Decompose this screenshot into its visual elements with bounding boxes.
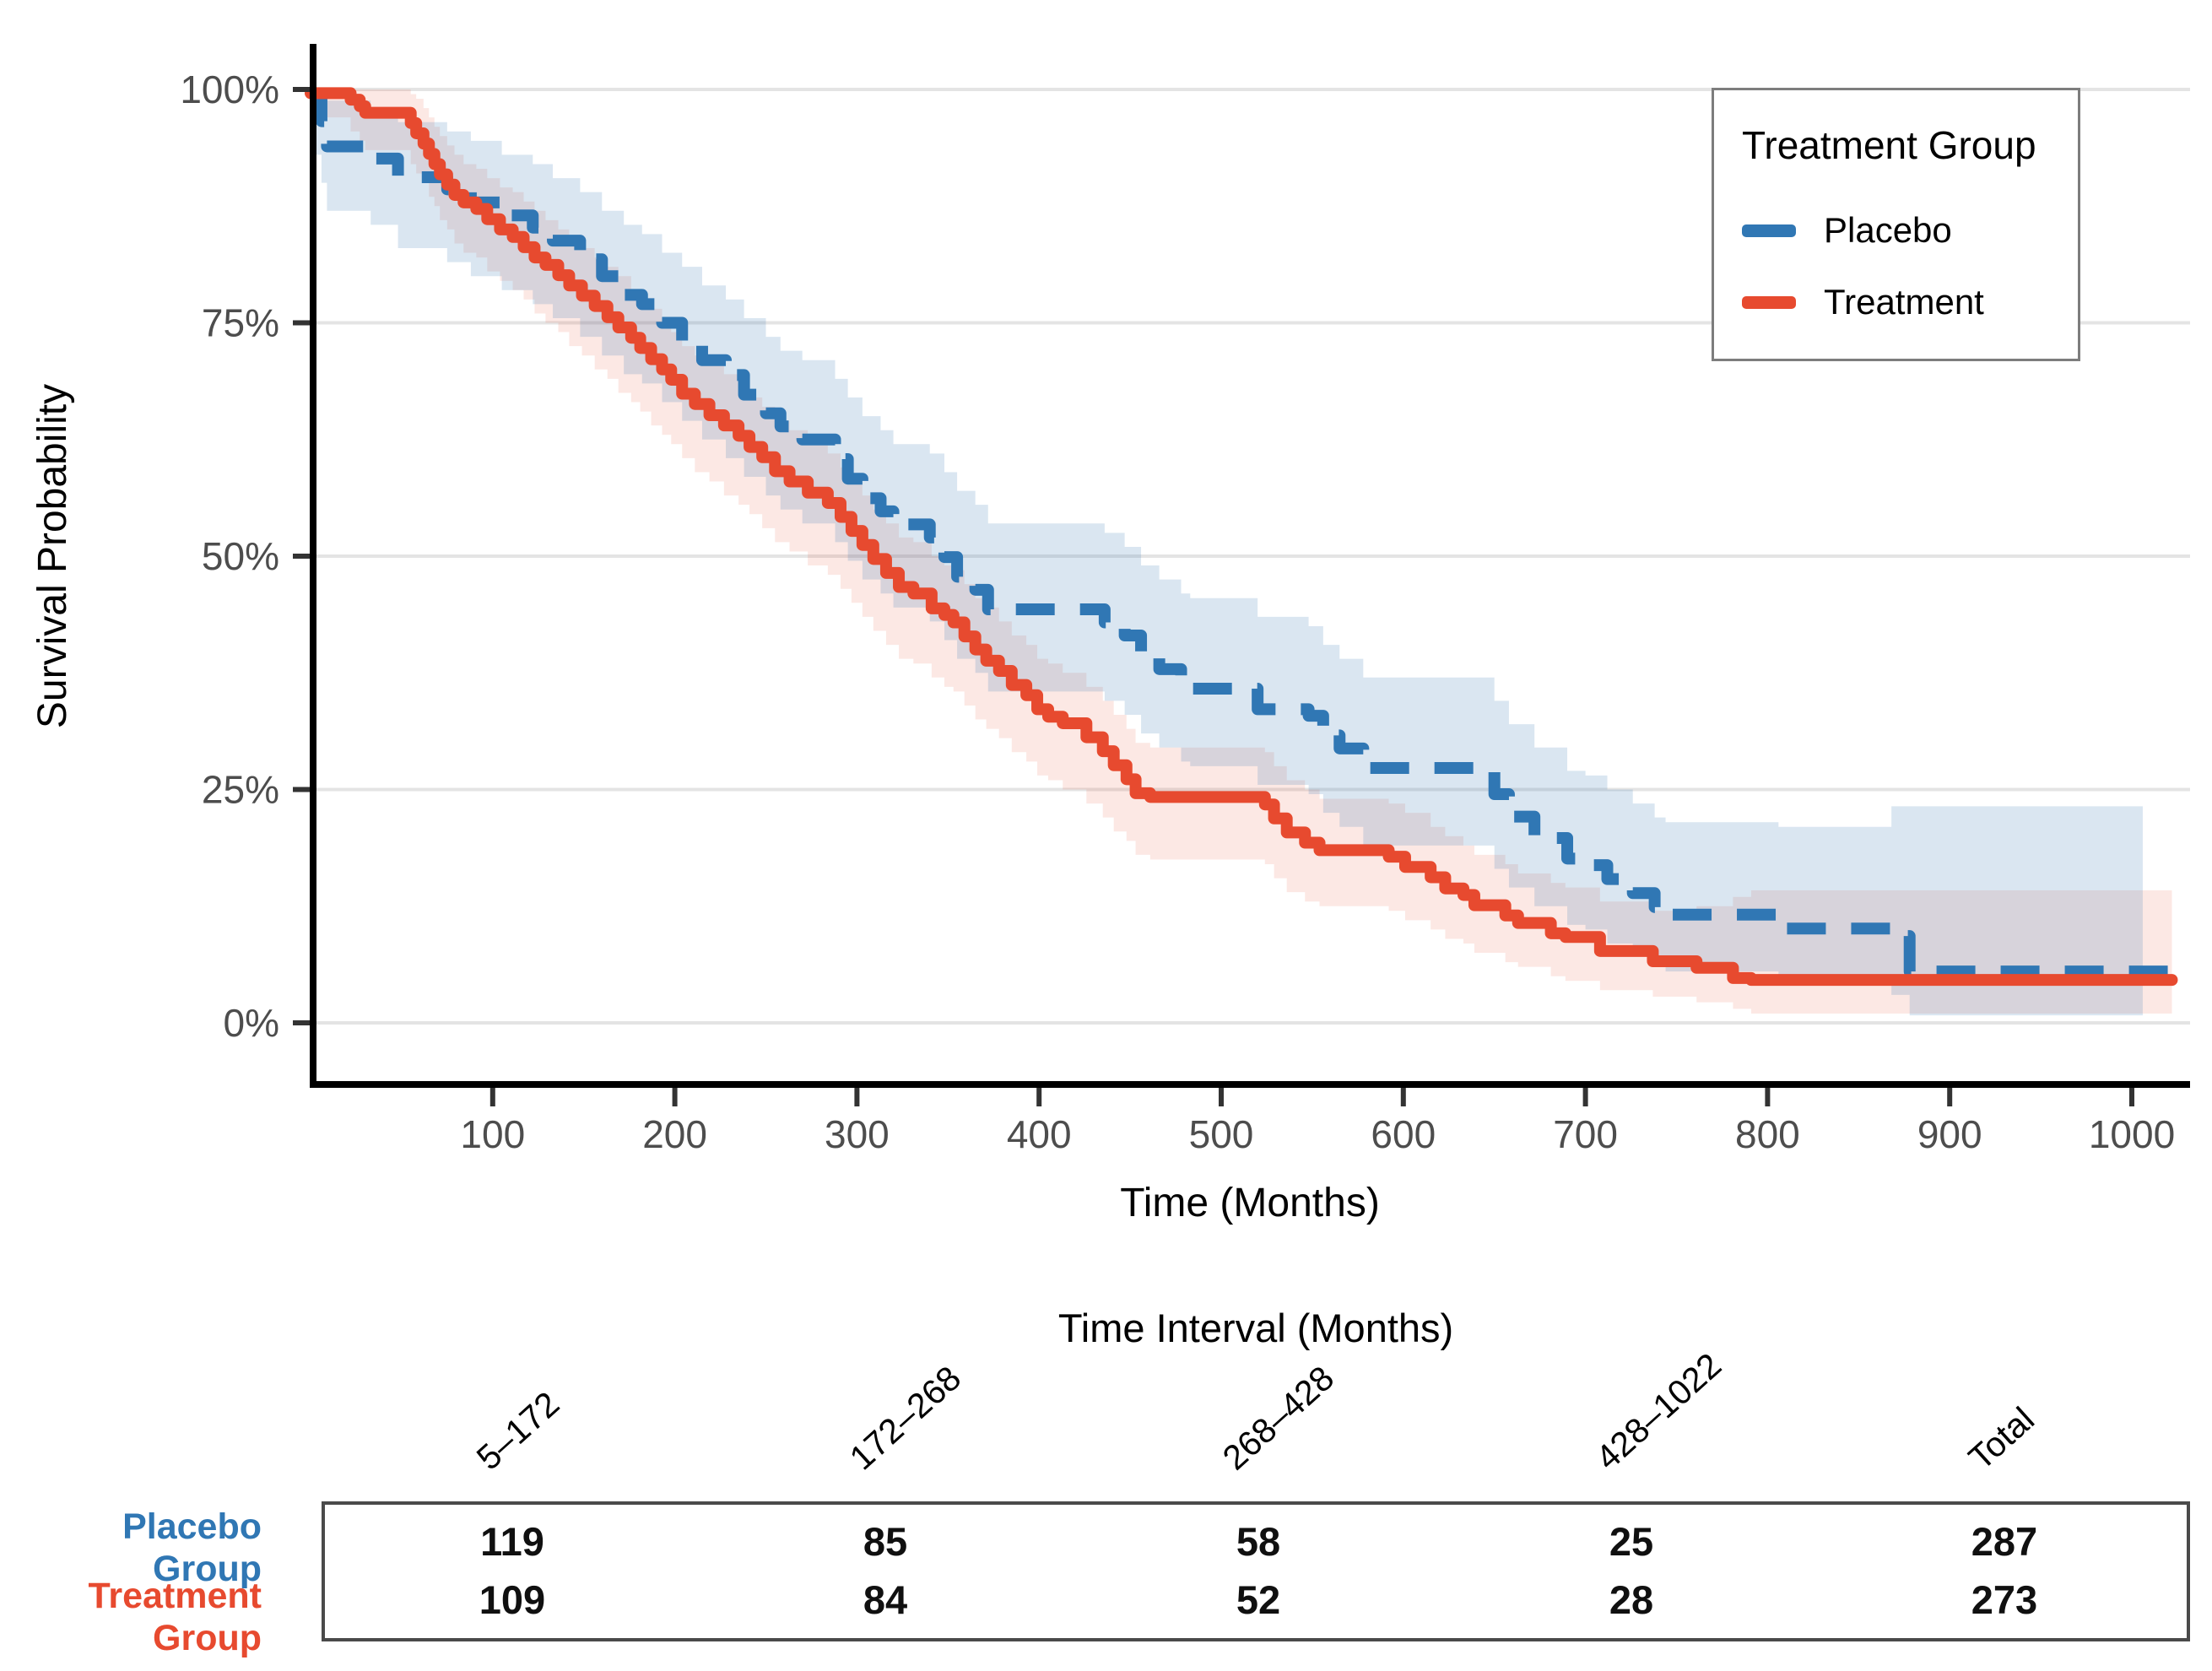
x-tick-label: 1000 (2089, 1112, 2175, 1156)
x-tick-label: 600 (1371, 1112, 1436, 1156)
row-label-line: Placebo (122, 1506, 262, 1547)
y-tick-label: 75% (202, 301, 279, 345)
y-tick-label: 100% (180, 68, 279, 111)
risk-table-box (322, 1501, 2190, 1641)
legend: Treatment Group Placebo Treatment (1712, 88, 2080, 361)
treatment-line-swatch (1742, 295, 1796, 309)
column-header-interval-2: 172–268 (841, 1358, 969, 1478)
table-cell: 109 (479, 1577, 546, 1622)
treatment-curve (305, 87, 2178, 987)
y-axis-title: Survival Probability (30, 384, 75, 728)
row-label-line: Group (153, 1618, 262, 1658)
table-cell: 273 (1971, 1577, 2038, 1622)
x-tick-label: 300 (825, 1112, 890, 1156)
table-cell: 52 (1236, 1577, 1281, 1622)
plot-generated-layers: 100 200 300 400 500 600 700 800 900 1000 0% 25% 50% 7… (180, 44, 2190, 1156)
y-tick-label: 50% (202, 534, 279, 578)
row-label-line: Treatment (88, 1576, 262, 1616)
risk-table-title: Time Interval (Months) (1057, 1306, 1454, 1350)
table-cell: 85 (863, 1519, 908, 1564)
table-cell: 28 (1609, 1577, 1654, 1622)
legend-item-treatment: Treatment (1742, 282, 1984, 322)
legend-label-placebo: Placebo (1824, 210, 1952, 250)
column-header-interval-3: 268–428 (1214, 1358, 1342, 1478)
y-tick-label: 25% (202, 768, 279, 812)
placebo-curve (311, 89, 2172, 978)
placebo-confidence-band (311, 89, 2143, 1016)
row-label-treatment-group: Treatment Group (17, 1575, 262, 1659)
legend-title: Treatment Group (1742, 123, 2036, 167)
x-tick-label: 100 (460, 1112, 525, 1156)
x-tick-label: 800 (1735, 1112, 1800, 1156)
x-tick-label: 200 (642, 1112, 707, 1156)
table-cell: 84 (863, 1577, 908, 1622)
table-cell: 58 (1236, 1519, 1281, 1564)
column-header-total: Total (1961, 1399, 2042, 1478)
x-tick-label: 700 (1553, 1112, 1618, 1156)
column-header-interval-4: 428–1022 (1587, 1345, 1729, 1478)
legend-item-placebo: Placebo (1742, 210, 1952, 250)
legend-label-treatment: Treatment (1824, 282, 1984, 322)
treatment-confidence-band (311, 89, 2172, 1014)
x-tick-label: 400 (1007, 1112, 1072, 1156)
column-header-interval-1: 5–172 (468, 1384, 567, 1478)
table-cell: 119 (480, 1519, 544, 1564)
placebo-line-swatch (1742, 224, 1796, 237)
y-tick-label: 0% (224, 1001, 279, 1045)
x-tick-label: 900 (1917, 1112, 1982, 1156)
table-cell: 287 (1971, 1519, 2038, 1564)
row-label-line: Group (153, 1549, 262, 1589)
row-label-placebo-group: Placebo Group (17, 1506, 262, 1590)
table-cell: 25 (1609, 1519, 1654, 1564)
x-axis-title: Time (Months) (1120, 1181, 1380, 1225)
survival-plot: 100 200 300 400 500 600 700 800 900 1000 0% 25% 50% 7… (30, 44, 2190, 1225)
x-tick-label: 500 (1189, 1112, 1254, 1156)
